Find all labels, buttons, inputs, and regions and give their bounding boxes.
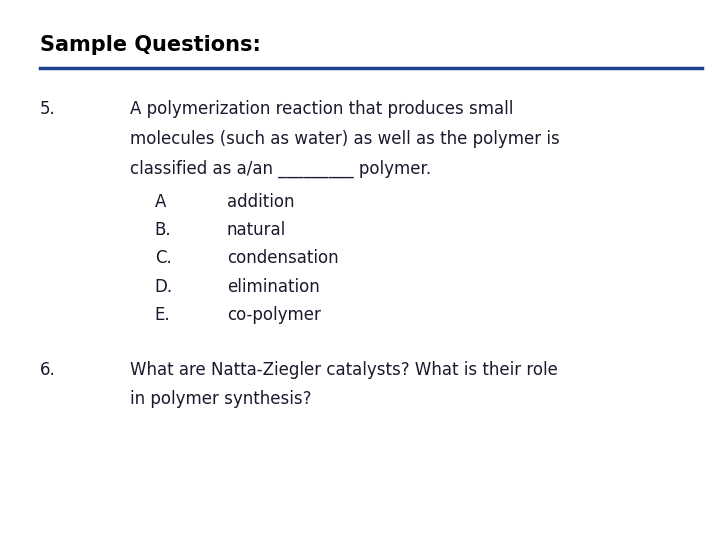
- Text: E.: E.: [155, 306, 171, 323]
- Text: What are Natta-Ziegler catalysts? What is their role: What are Natta-Ziegler catalysts? What i…: [130, 361, 557, 379]
- Text: A: A: [155, 193, 166, 211]
- Text: B.: B.: [155, 221, 171, 239]
- Text: in polymer synthesis?: in polymer synthesis?: [130, 390, 311, 408]
- Text: 6.: 6.: [40, 361, 55, 379]
- Text: co-polymer: co-polymer: [227, 306, 320, 323]
- Text: addition: addition: [227, 193, 294, 211]
- Text: A polymerization reaction that produces small: A polymerization reaction that produces …: [130, 100, 513, 118]
- Text: natural: natural: [227, 221, 286, 239]
- Text: C.: C.: [155, 249, 171, 267]
- Text: D.: D.: [155, 278, 173, 295]
- Text: 5.: 5.: [40, 100, 55, 118]
- Text: classified as a/an _________ polymer.: classified as a/an _________ polymer.: [130, 159, 431, 178]
- Text: Sample Questions:: Sample Questions:: [40, 35, 261, 55]
- Text: elimination: elimination: [227, 278, 320, 295]
- Text: condensation: condensation: [227, 249, 338, 267]
- Text: molecules (such as water) as well as the polymer is: molecules (such as water) as well as the…: [130, 130, 559, 147]
